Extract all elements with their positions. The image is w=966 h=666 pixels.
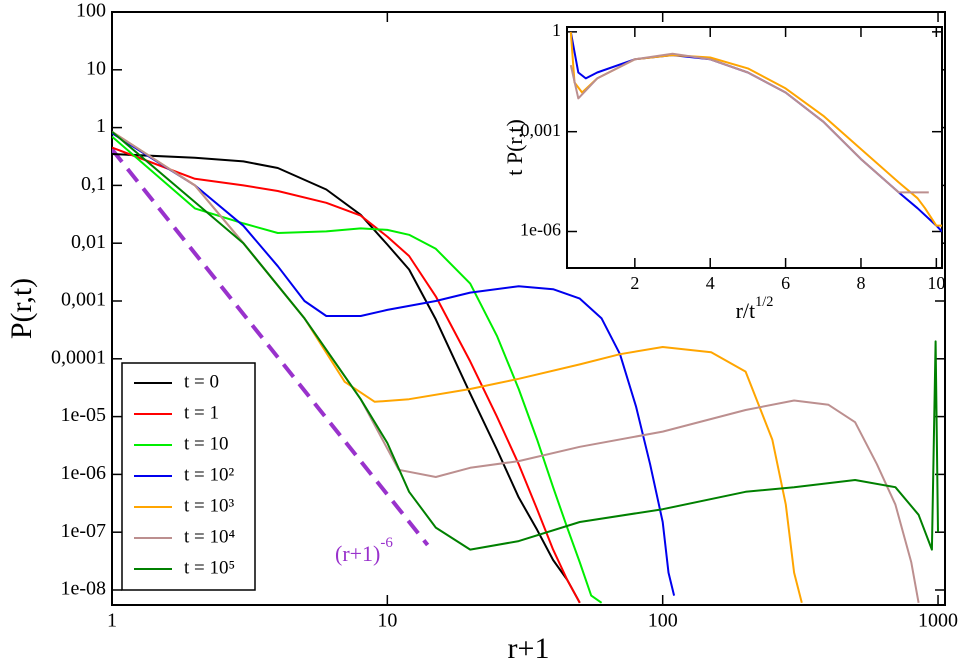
y-tick-label: 0,001 [521, 120, 562, 140]
annotation: (r+1)-6 [335, 535, 393, 566]
legend-label: t = 1 [184, 402, 219, 423]
x-tick-label: 100 [648, 610, 678, 632]
annotation-text: (r+1) [335, 541, 380, 566]
series-line [112, 132, 676, 596]
series-line [112, 146, 581, 604]
x-axis-label-text: r/t [736, 298, 756, 323]
y-tick-label: 10 [86, 57, 106, 79]
x-tick-label: 8 [856, 273, 865, 293]
y-tick-label: 0,01 [71, 231, 106, 253]
y-tick-label: 1e-08 [60, 578, 106, 600]
y-tick-label: 1e-05 [60, 404, 106, 426]
legend-label: t = 10⁵ [184, 557, 235, 578]
legend-label: t = 10² [184, 464, 234, 485]
x-axis-label-text: r+1 [508, 632, 550, 665]
series-line [569, 52, 929, 194]
legend-label: t = 10³ [184, 495, 234, 516]
reference-line [112, 148, 430, 547]
x-axis-label: r+1 [508, 632, 550, 665]
x-tick-label: 6 [781, 273, 790, 293]
y-tick-label: 100 [76, 0, 106, 22]
plot-frame [566, 26, 943, 269]
y-axis-label: P(r,t) [5, 278, 38, 339]
y-tick-label: 0,001 [61, 289, 106, 311]
series-line [112, 153, 581, 604]
legend-label: t = 0 [184, 371, 219, 392]
y-axis-label: t P(r,t) [502, 119, 527, 176]
y-tick-label: 1e-07 [60, 520, 106, 542]
x-axis-label: r/t1/2 [736, 294, 774, 323]
legend-label: t = 10 [184, 433, 229, 454]
x-axis-label-sup: 1/2 [755, 294, 773, 310]
series-line [112, 130, 939, 551]
legend-label: t = 10⁴ [184, 526, 235, 547]
y-tick-label: 1 [96, 115, 106, 137]
y-tick-label: 0,0001 [51, 346, 106, 368]
x-tick-label: 10 [377, 610, 397, 632]
series-line [112, 135, 603, 604]
y-tick-label: 1e-06 [520, 220, 561, 240]
x-tick-label: 1000 [918, 610, 958, 632]
x-tick-label: 4 [706, 273, 715, 293]
x-tick-label: 10 [927, 273, 945, 293]
y-tick-label: 0,1 [81, 173, 106, 195]
annotation-sup: -6 [380, 535, 393, 551]
y-tick-label: 1 [552, 20, 561, 40]
x-tick-label: 1 [107, 610, 117, 632]
x-tick-label: 2 [630, 273, 639, 293]
y-tick-label: 1e-06 [60, 462, 106, 484]
